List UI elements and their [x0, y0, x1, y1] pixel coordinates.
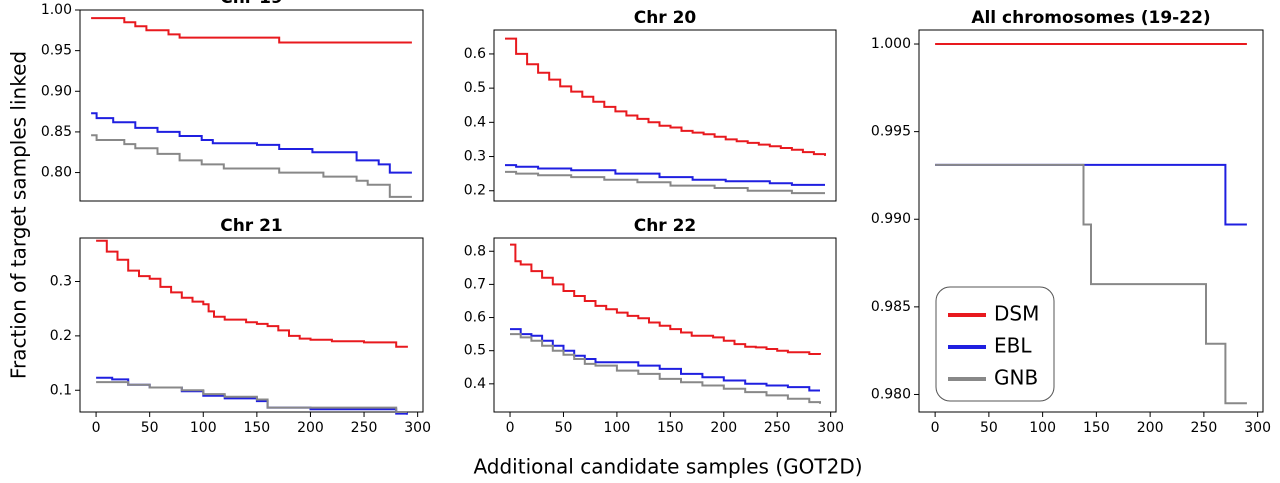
y-tick-label: 0.4	[464, 114, 486, 130]
x-tick-label: 100	[604, 420, 631, 436]
legend-label-dsm: DSM	[994, 302, 1039, 326]
series-line-gnb	[935, 163, 1247, 405]
y-tick-label: 0.6	[464, 310, 486, 326]
x-tick-label: 300	[817, 420, 844, 436]
plot-frame	[79, 237, 424, 413]
legend-label-ebl: EBL	[994, 334, 1032, 358]
x-tick-label: 50	[141, 420, 159, 436]
x-tick-label: 100	[1029, 420, 1056, 436]
y-tick-label: 0.2	[464, 183, 486, 199]
legend: DSM EBL GNB	[935, 286, 1055, 402]
series-line-ebl	[91, 112, 412, 174]
y-tick-label: 0.95	[41, 43, 72, 59]
x-tick-label: 200	[1137, 420, 1164, 436]
panel-2: All chromosomes (19-22) 1.000 0.995 0.990 0.…	[871, 8, 1271, 436]
series-line-ebl	[935, 163, 1247, 226]
x-tick-label: 50	[980, 420, 998, 436]
panel-3: Chr 21 0.3 0.2 0.1 0 50 100 150 200 250 300	[50, 216, 431, 436]
x-tick-label: 250	[351, 420, 378, 436]
y-tick-label: 0.5	[464, 80, 486, 96]
panel-title: Chr 22	[634, 216, 697, 236]
series-line-gnb	[510, 333, 821, 404]
y-tick-label: 0.980	[871, 386, 911, 402]
series-line-dsm	[510, 243, 821, 355]
series-line-gnb	[91, 134, 412, 198]
x-tick-label: 300	[404, 420, 431, 436]
panel-0: Chr 19 1.00 0.95 0.90 0.85 0.80	[41, 0, 424, 202]
panel-title: All chromosomes (19-22)	[971, 8, 1210, 28]
y-tick-label: 0.990	[871, 211, 911, 227]
x-tick-label: 0	[92, 420, 101, 436]
x-tick-label: 150	[657, 420, 684, 436]
y-tick-label: 1.000	[871, 36, 911, 52]
x-tick-label: 0	[506, 420, 515, 436]
panel-1: Chr 20 0.6 0.5 0.4 0.3 0.2	[464, 8, 837, 202]
y-tick-label: 0.985	[871, 299, 911, 315]
x-tick-label: 250	[764, 420, 791, 436]
plot-frame	[493, 237, 837, 413]
plot-frame	[918, 29, 1264, 413]
y-tick-label: 0.90	[41, 83, 72, 99]
x-axis-label: Additional candidate samples (GOT2D)	[473, 455, 862, 479]
panel-4: Chr 22 0.8 0.7 0.6 0.5 0.4 0 50 100 150 200 250 300	[464, 216, 844, 436]
panel-title: Chr 19	[220, 0, 283, 8]
y-tick-label: 0.6	[464, 46, 486, 62]
y-tick-label: 0.5	[464, 343, 486, 359]
y-tick-label: 0.3	[50, 274, 72, 290]
series-line-dsm	[505, 37, 826, 156]
x-tick-label: 200	[297, 420, 324, 436]
x-tick-label: 200	[710, 420, 737, 436]
y-axis-label: Fraction of target samples linked	[7, 51, 31, 379]
panel-title: Chr 20	[634, 8, 697, 28]
series-line-ebl	[510, 328, 820, 392]
x-tick-label: 100	[190, 420, 217, 436]
series-line-ebl	[505, 164, 825, 186]
legend-label-gnb: GNB	[994, 366, 1038, 390]
y-tick-label: 0.4	[464, 376, 486, 392]
series-line-gnb	[96, 381, 407, 413]
y-tick-label: 0.3	[464, 149, 486, 165]
plot-frame	[493, 29, 837, 202]
x-tick-label: 150	[1083, 420, 1110, 436]
x-tick-label: 150	[243, 420, 270, 436]
series-line-gnb	[505, 170, 825, 195]
y-tick-label: 0.80	[41, 165, 72, 181]
x-tick-label: 300	[1244, 420, 1271, 436]
panel-title: Chr 21	[220, 216, 283, 236]
x-tick-label: 250	[1191, 420, 1218, 436]
y-tick-label: 0.1	[50, 382, 72, 398]
series-line-dsm	[96, 239, 408, 348]
y-tick-label: 0.995	[871, 124, 911, 140]
y-tick-label: 0.2	[50, 328, 72, 344]
x-tick-label: 50	[555, 420, 573, 436]
series-line-dsm	[91, 17, 412, 44]
y-tick-label: 0.8	[464, 243, 486, 259]
x-tick-label: 0	[931, 420, 940, 436]
y-tick-label: 1.00	[41, 2, 72, 18]
plot-frame	[79, 9, 424, 202]
y-tick-label: 0.7	[464, 276, 486, 292]
y-tick-label: 0.85	[41, 124, 72, 140]
